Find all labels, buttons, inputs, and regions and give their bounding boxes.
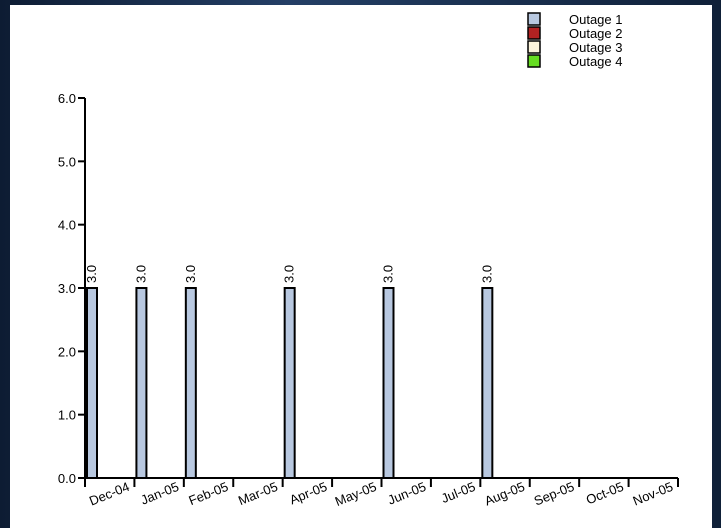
bars: [87, 288, 492, 478]
y-tick-label: 1.0: [58, 408, 76, 423]
x-tick-label: Mar-05: [236, 479, 280, 508]
y-tick-label: 2.0: [58, 344, 76, 359]
data-label: 3.0: [133, 265, 148, 283]
bar: [136, 288, 146, 478]
y-tick-label: 5.0: [58, 154, 76, 169]
y-tick-label: 0.0: [58, 471, 76, 486]
bar: [285, 288, 295, 478]
y-tick-label: 3.0: [58, 281, 76, 296]
bar: [384, 288, 394, 478]
data-label: 3.0: [479, 265, 494, 283]
bar: [482, 288, 492, 478]
legend-label: Outage 3: [569, 40, 623, 55]
data-labels: 3.0 3.0 3.0 3.0 3.0 3.0: [84, 265, 494, 283]
legend-swatch: [528, 13, 540, 25]
legend-swatch: [528, 55, 540, 67]
x-tick-label: May-05: [333, 479, 379, 509]
data-label: 3.0: [282, 265, 297, 283]
legend-label: Outage 4: [569, 54, 623, 69]
x-tick-label: Nov-05: [631, 479, 675, 509]
y-tick-label: 4.0: [58, 218, 76, 233]
x-tick-label: Jul-05: [439, 479, 477, 506]
x-tick-label: Sep-05: [532, 479, 576, 509]
x-tick-label: Oct-05: [584, 479, 626, 508]
x-tick-label: Jan-05: [138, 479, 180, 508]
legend-label: Outage 1: [569, 12, 623, 27]
x-tick-label: Jun-05: [386, 479, 428, 508]
bar: [87, 288, 97, 478]
bar: [186, 288, 196, 478]
y-tick-label: 6.0: [58, 91, 76, 106]
legend-swatch: [528, 41, 540, 53]
x-tick-label: Aug-05: [482, 479, 526, 509]
x-tick-label: Apr-05: [287, 479, 329, 508]
data-label: 3.0: [84, 265, 99, 283]
data-label: 3.0: [183, 265, 198, 283]
legend-label: Outage 2: [569, 26, 623, 41]
x-tick-label: Dec-04: [87, 479, 131, 509]
legend-swatch: [528, 27, 540, 39]
data-label: 3.0: [381, 265, 396, 283]
x-tick-label: Feb-05: [187, 479, 231, 508]
chart-panel: 0.0 1.0 2.0 3.0 4.0 5.0 6.0 Dec-04 Jan-05 Feb-05 M…: [10, 5, 712, 528]
